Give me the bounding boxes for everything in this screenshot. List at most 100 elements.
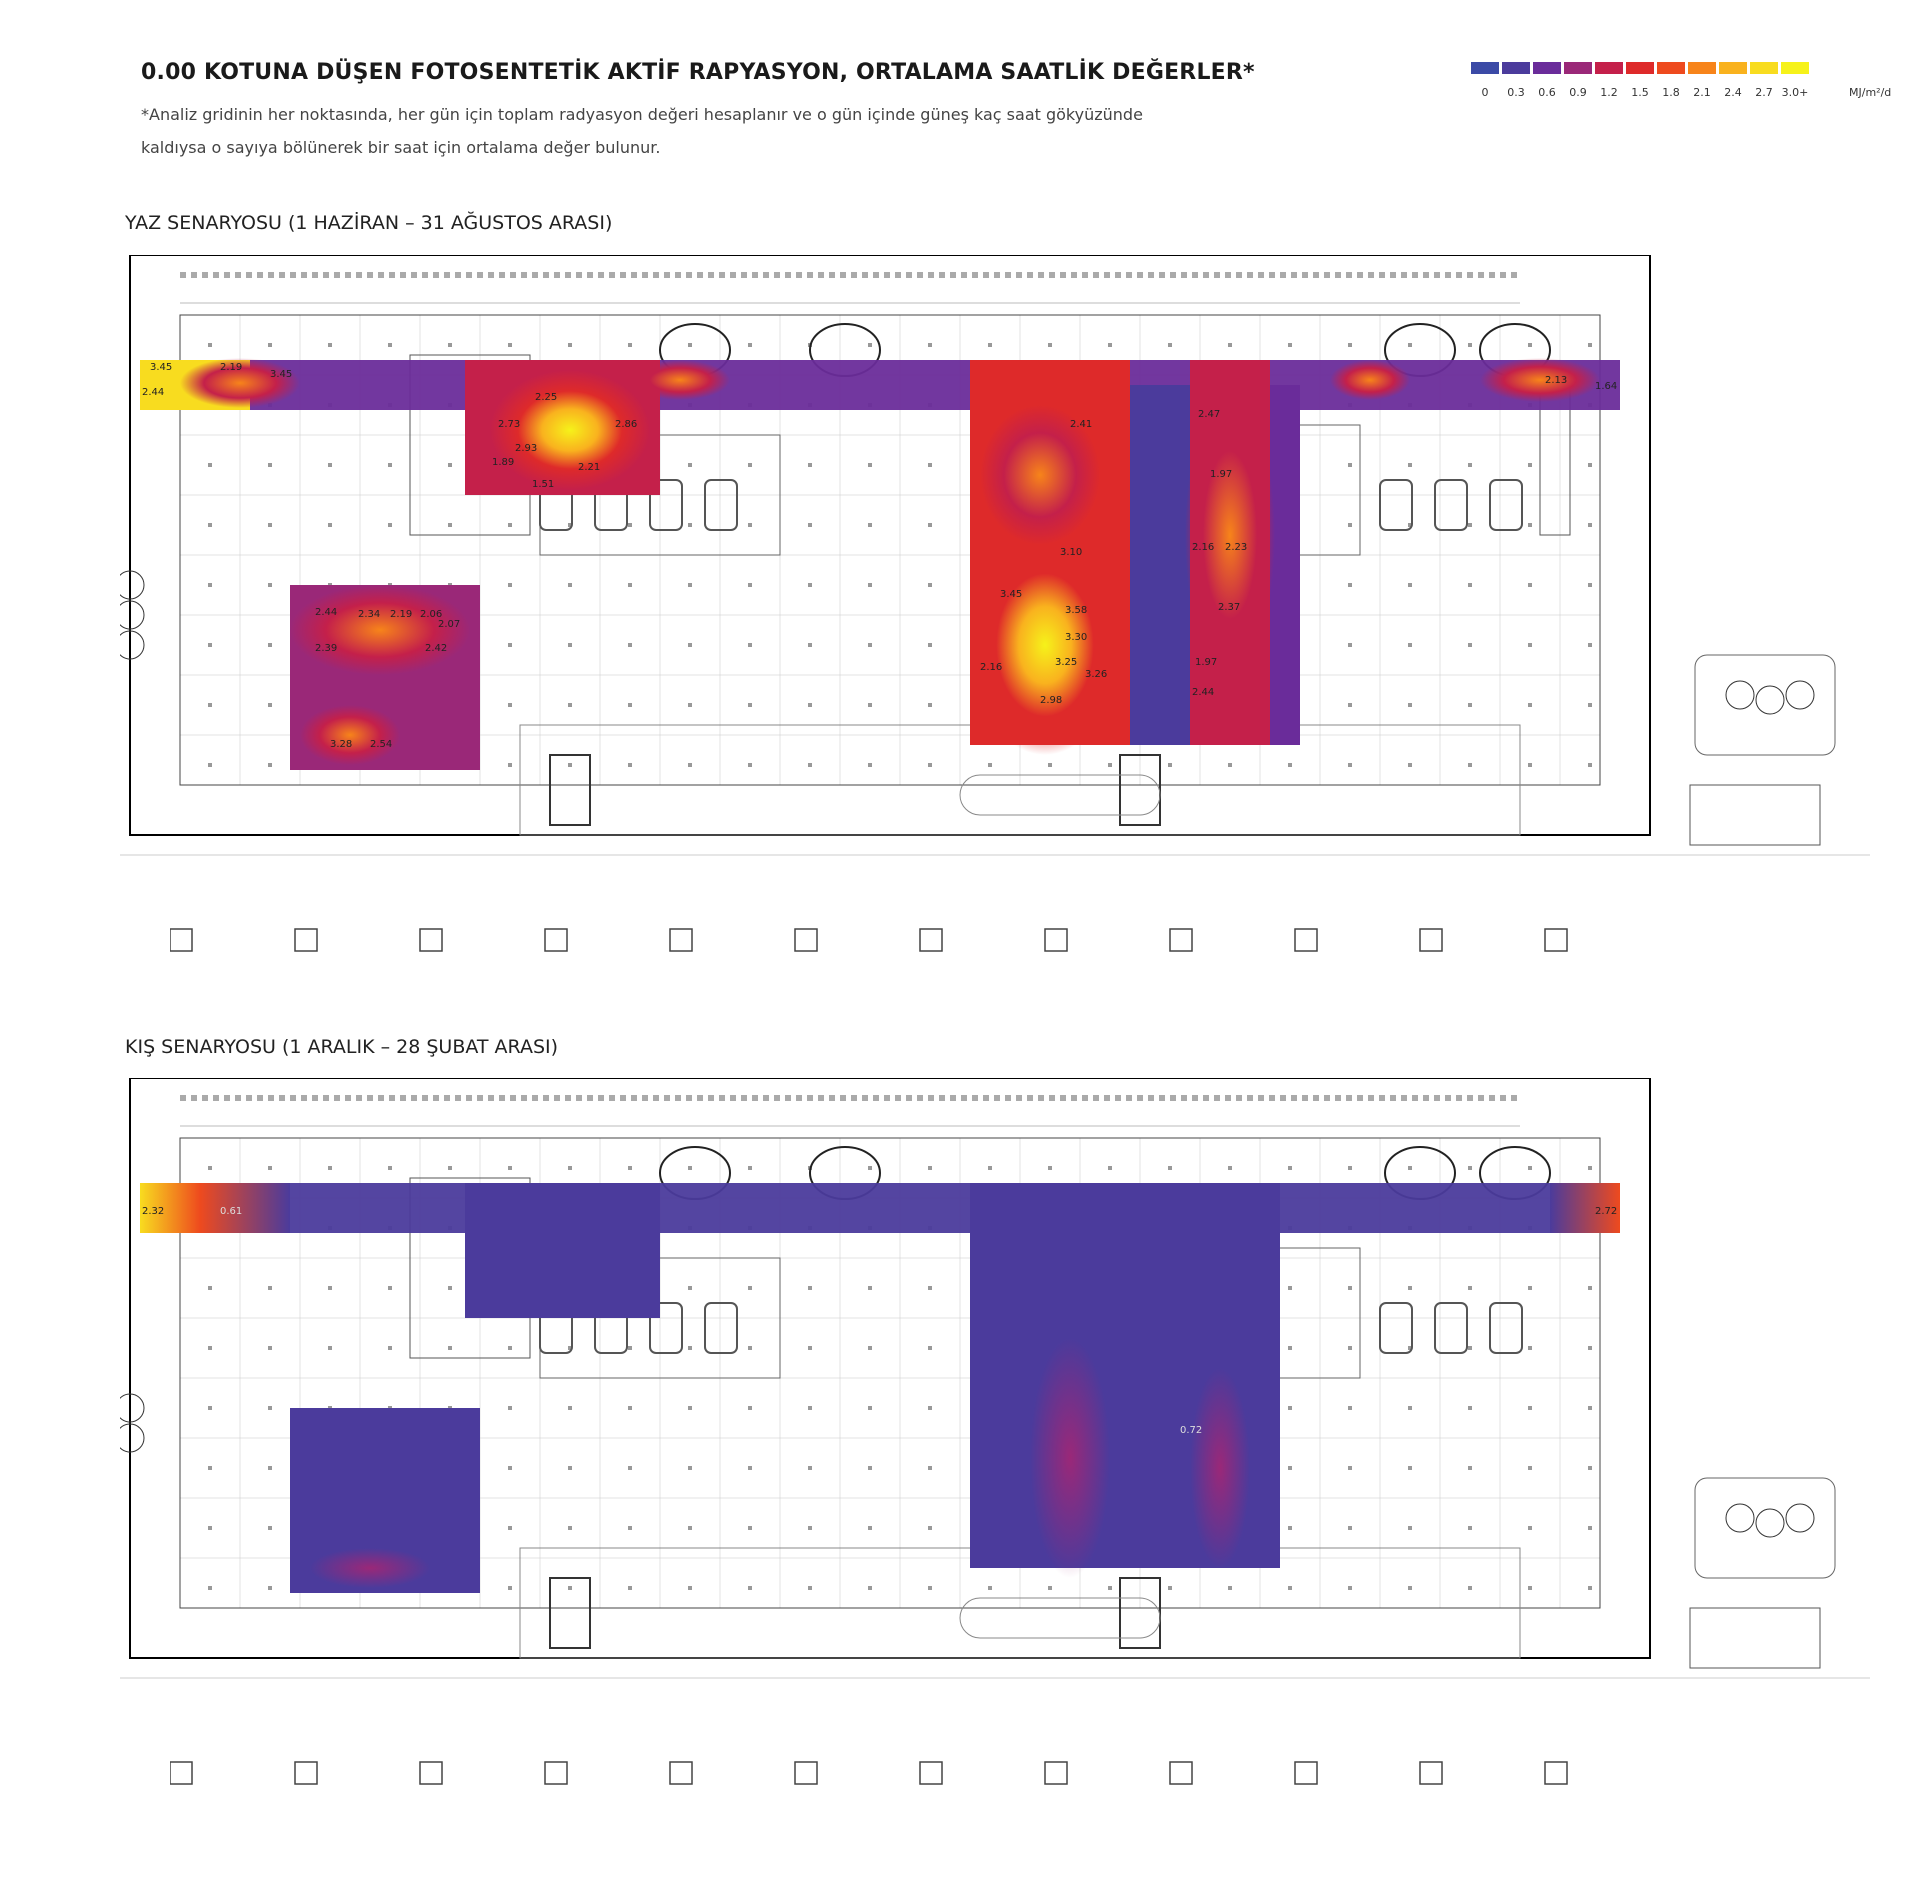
- value-label: 2.47: [1198, 409, 1220, 420]
- value-label: 2.42: [425, 643, 447, 654]
- value-label: 2.06: [420, 609, 442, 620]
- value-label: 2.73: [498, 419, 520, 430]
- value-label: 2.25: [535, 392, 557, 403]
- value-label: 1.51: [532, 479, 554, 490]
- value-label: 2.19: [220, 362, 242, 373]
- detail-icon: [919, 928, 943, 952]
- value-label: 2.44: [315, 607, 337, 618]
- legend-swatch: [1688, 62, 1716, 74]
- value-label: 3.58: [1065, 605, 1087, 616]
- legend-swatch: [1781, 62, 1809, 74]
- legend-swatch: [1502, 62, 1530, 74]
- value-label: 2.72: [1595, 1206, 1617, 1217]
- radiation-heatmap-winter: [140, 1183, 1620, 1593]
- value-label: 2.23: [1225, 542, 1247, 553]
- winter-scenario-title: KIŞ SENARYOSU (1 ARALIK – 28 ŞUBAT ARASI…: [125, 1036, 559, 1058]
- legend-tick: 2.4: [1724, 86, 1742, 99]
- detail-icon: [919, 1761, 943, 1785]
- value-label: 2.16: [980, 662, 1002, 673]
- value-label: 3.26: [1085, 669, 1107, 680]
- legend-tick: 1.2: [1600, 86, 1618, 99]
- legend-swatch: [1719, 62, 1747, 74]
- detail-icon: [1419, 928, 1443, 952]
- value-label: 2.39: [315, 643, 337, 654]
- detail-icon: [1544, 1761, 1568, 1785]
- legend-tick: 3.0+: [1781, 86, 1809, 99]
- value-label: 1.97: [1210, 469, 1232, 480]
- detail-icon: [794, 1761, 818, 1785]
- detail-icon: [419, 928, 443, 952]
- value-label: 1.97: [1195, 657, 1217, 668]
- value-label: 2.32: [142, 1206, 164, 1217]
- detail-icon: [1419, 1761, 1443, 1785]
- value-labels: 3.45 2.19 2.44 3.45 2.25 2.73 2.86 2.93 …: [142, 362, 1617, 750]
- legend-swatch: [1657, 62, 1685, 74]
- legend-tick: 1.5: [1631, 86, 1649, 99]
- value-label: 2.93: [515, 443, 537, 454]
- detail-icon: [669, 928, 693, 952]
- winter-detail-icons: [170, 1761, 1568, 1785]
- value-label: 2.86: [615, 419, 637, 430]
- legend-swatch: [1533, 62, 1561, 74]
- value-label: 1.64: [1595, 381, 1617, 392]
- summer-detail-icons: [170, 928, 1568, 952]
- value-label: 2.37: [1218, 602, 1240, 613]
- value-label: 2.41: [1070, 419, 1092, 430]
- legend-tick: 0: [1481, 86, 1489, 99]
- value-label: 2.16: [1192, 542, 1214, 553]
- legend-swatch: [1626, 62, 1654, 74]
- value-label: 3.45: [270, 369, 292, 380]
- value-label: 3.25: [1055, 657, 1077, 668]
- legend-swatch: [1471, 62, 1499, 74]
- detail-icon: [544, 1761, 568, 1785]
- legend-tick: 1.8: [1662, 86, 1680, 99]
- detail-icon: [1169, 1761, 1193, 1785]
- detail-icon: [1544, 928, 1568, 952]
- value-label: 0.61: [220, 1206, 242, 1217]
- detail-icon: [669, 1761, 693, 1785]
- value-label: 2.19: [390, 609, 412, 620]
- detail-icon: [544, 928, 568, 952]
- detail-icon: [794, 928, 818, 952]
- radiation-heatmap: [140, 358, 1620, 770]
- legend-swatch: [1595, 62, 1623, 74]
- value-label: 2.44: [1192, 687, 1214, 698]
- value-label: 2.13: [1545, 375, 1567, 386]
- winter-plan: 2.32 2.72 0.61 0.72: [120, 1078, 1870, 1788]
- detail-icon: [294, 928, 318, 952]
- detail-icon: [1169, 928, 1193, 952]
- detail-icon: [419, 1761, 443, 1785]
- value-labels-winter: 2.32 2.72 0.61 0.72: [142, 1206, 1617, 1436]
- page-title: 0.00 KOTUNA DÜŞEN FOTOSENTETİK AKTİF RAP…: [141, 60, 1255, 85]
- detail-icon: [1044, 1761, 1068, 1785]
- value-label: 2.07: [438, 619, 460, 630]
- value-label: 3.10: [1060, 547, 1082, 558]
- legend-unit: MJ/m²/d: [1849, 86, 1892, 99]
- value-label: 3.28: [330, 739, 352, 750]
- detail-icon: [294, 1761, 318, 1785]
- value-label: 2.44: [142, 387, 164, 398]
- value-label: 1.89: [492, 457, 514, 468]
- legend-swatch: [1750, 62, 1778, 74]
- legend-tick: 2.7: [1755, 86, 1773, 99]
- legend-tick: 0.9: [1569, 86, 1587, 99]
- value-label: 2.21: [578, 462, 600, 473]
- detail-icon: [170, 928, 193, 952]
- legend-tick: 2.1: [1693, 86, 1711, 99]
- summer-scenario-title: YAZ SENARYOSU (1 HAZİRAN – 31 AĞUSTOS AR…: [125, 212, 613, 234]
- detail-icon: [1294, 1761, 1318, 1785]
- value-label: 0.72: [1180, 1425, 1202, 1436]
- legend-tick: 0.3: [1507, 86, 1525, 99]
- legend-tick: 0.6: [1538, 86, 1556, 99]
- summer-plan: 3.45 2.19 2.44 3.45 2.25 2.73 2.86 2.93 …: [120, 255, 1870, 965]
- color-legend: 0 0.3 0.6 0.9 1.2 1.5 1.8 2.1 2.4 2.7 3.0+ MJ/m²/d: [1471, 62, 1891, 112]
- value-label: 3.45: [150, 362, 172, 373]
- detail-icon: [1044, 928, 1068, 952]
- value-label: 2.34: [358, 609, 380, 620]
- detail-icon: [1294, 928, 1318, 952]
- legend-swatch: [1564, 62, 1592, 74]
- value-label: 2.98: [1040, 695, 1062, 706]
- value-label: 3.45: [1000, 589, 1022, 600]
- analysis-note: *Analiz gridinin her noktasında, her gün…: [141, 105, 1143, 157]
- value-label: 3.30: [1065, 632, 1087, 643]
